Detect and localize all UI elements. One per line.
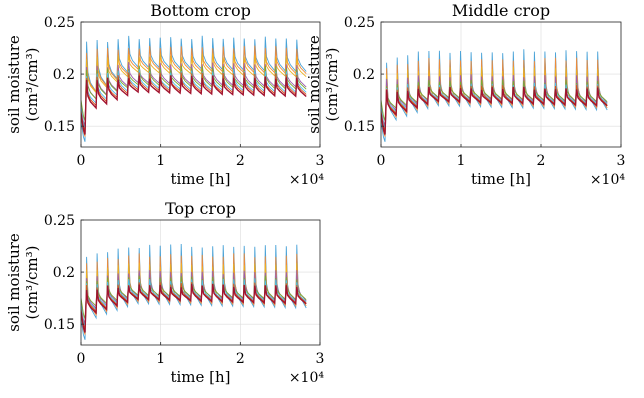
series-line-6 xyxy=(81,68,307,129)
x-axis-label: time [h] xyxy=(471,170,531,188)
axes-box xyxy=(380,21,622,148)
axes-box xyxy=(80,21,321,148)
y-tick-label: 0.25 xyxy=(344,15,375,31)
x-tick-label: 0 xyxy=(77,153,86,169)
x-tick-label: 1 xyxy=(457,153,466,169)
y-tick-label: 0.15 xyxy=(44,317,75,333)
x-axis-label: time [h] xyxy=(170,170,230,188)
x-tick-label: 2 xyxy=(537,153,546,169)
x-tick-label: 1 xyxy=(156,351,165,367)
y-tick-label: 0.15 xyxy=(344,119,375,135)
chart-panel-3: 0 1 2 3 0.15 0.2 0.25 Top crop time [h] ×10⁴ soil … xyxy=(5,199,324,386)
y-tick-label: 0.25 xyxy=(44,15,75,31)
y-axis-label: soil moisture xyxy=(305,35,323,134)
y-tick-label: 0.2 xyxy=(53,67,75,83)
chart-panel-2: 0 1 2 3 0.15 0.2 0.25 Middle crop time [h] ×10⁴ so… xyxy=(305,1,625,188)
series-group xyxy=(81,35,307,142)
x-exponent-label: ×10⁴ xyxy=(590,172,626,188)
x-tick-label: 2 xyxy=(236,153,245,169)
y-axis-label: soil moisture xyxy=(5,233,23,332)
series-line-8 xyxy=(381,86,608,135)
series-line-8 xyxy=(81,283,307,333)
y-tick-label: 0.25 xyxy=(44,213,75,229)
y-axis-unit-label: (cm³/cm³) xyxy=(23,245,41,319)
series-line-5 xyxy=(381,79,608,122)
x-exponent-label: ×10⁴ xyxy=(289,370,325,386)
x-tick-label: 0 xyxy=(77,351,86,367)
series-line-8 xyxy=(81,75,307,135)
x-tick-label: 3 xyxy=(617,153,626,169)
axes-box xyxy=(80,219,321,346)
x-tick-label: 3 xyxy=(316,351,325,367)
y-axis-unit-label: (cm³/cm³) xyxy=(23,47,41,121)
y-tick-label: 0.2 xyxy=(53,265,75,281)
y-axis-label: soil moisture xyxy=(5,35,23,134)
y-tick-label: 0.2 xyxy=(353,67,375,83)
series-group xyxy=(381,49,608,142)
x-tick-label: 1 xyxy=(156,153,165,169)
x-tick-label: 0 xyxy=(377,153,386,169)
y-axis-unit-label: (cm³/cm³) xyxy=(323,47,341,121)
series-group xyxy=(81,243,307,340)
y-tick-label: 0.15 xyxy=(44,119,75,135)
x-exponent-label: ×10⁴ xyxy=(289,172,325,188)
chart-title: Middle crop xyxy=(452,1,550,20)
x-axis-label: time [h] xyxy=(170,368,230,386)
chart-title: Bottom crop xyxy=(150,1,251,20)
x-tick-label: 3 xyxy=(316,153,325,169)
chart-title: Top crop xyxy=(165,199,236,218)
chart-panel-1: 0 1 2 3 0.15 0.2 0.25 Bottom crop time [h] ×10⁴ so… xyxy=(5,1,324,188)
x-tick-label: 2 xyxy=(236,351,245,367)
